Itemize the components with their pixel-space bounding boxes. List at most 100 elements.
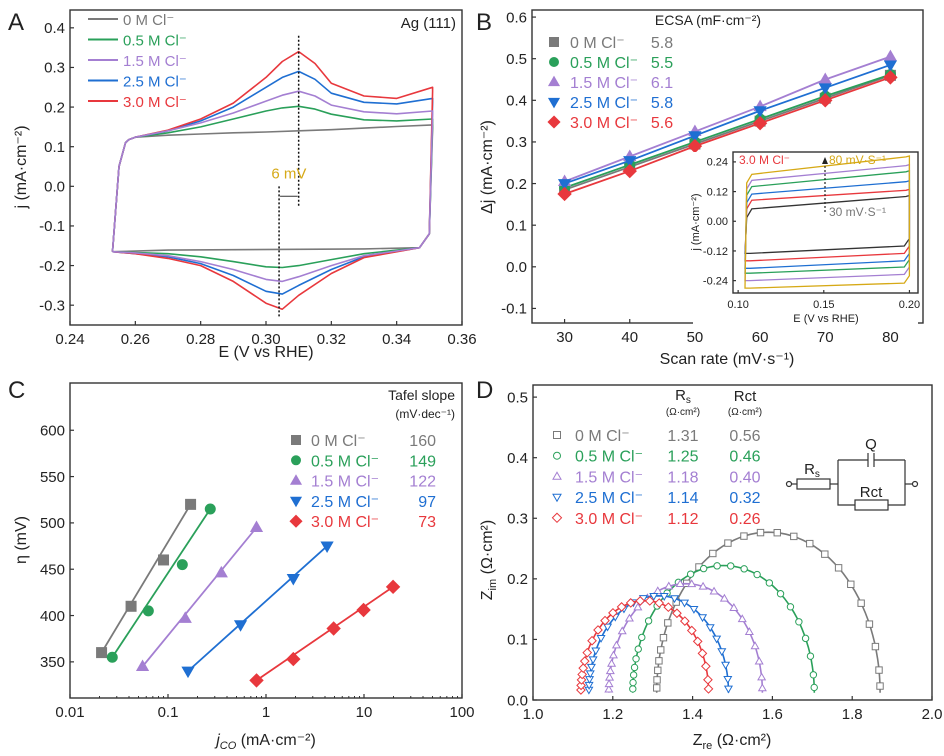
- data-point: [233, 620, 248, 632]
- panel-letter: B: [476, 9, 492, 36]
- data-point: [600, 615, 610, 626]
- y-tick-label: 0.0: [44, 179, 65, 196]
- data-point: [326, 621, 341, 636]
- legend-label: 0.5 M Cl⁻: [123, 33, 187, 50]
- data-point: [659, 593, 669, 601]
- x-tick-label: 0.32: [317, 331, 346, 348]
- data-point: [697, 648, 708, 659]
- data-point: [286, 573, 300, 586]
- rct-column-header: Rct: [734, 388, 757, 405]
- legend-label: 1.5 M Cl⁻: [311, 474, 379, 491]
- data-point: [686, 570, 695, 578]
- inset-title: 3.0 M Cl⁻: [739, 153, 790, 167]
- legend-marker: [289, 474, 303, 485]
- data-point: [604, 684, 614, 693]
- data-point: [607, 658, 617, 667]
- data-point: [776, 590, 785, 598]
- y-tick-label: 0.00: [707, 216, 728, 228]
- data-point: [834, 564, 843, 572]
- data-point: [689, 606, 699, 614]
- x-tick-label: 0.26: [121, 331, 150, 348]
- nyquist-fit-3: [588, 594, 730, 693]
- data-point: [623, 156, 637, 168]
- circuit-q-label: Q: [865, 436, 877, 453]
- cv-curve-2: [111, 90, 434, 283]
- data-point: [687, 579, 697, 588]
- x-tick-label: 2.0: [922, 706, 943, 723]
- legend-ecsa-value: 5.5: [651, 55, 673, 72]
- panel-letter: A: [8, 9, 24, 36]
- data-point: [249, 673, 264, 688]
- data-point: [729, 603, 739, 611]
- legend-rs-value: 1.12: [667, 511, 698, 528]
- legend-label: 2.5 M Cl⁻: [123, 74, 187, 91]
- plot-frame: [69, 382, 463, 699]
- legend-label: 1.5 M Cl⁻: [570, 75, 638, 92]
- inset-bottom-rate-label: 30 mV·S⁻¹: [829, 205, 886, 219]
- data-point: [635, 596, 646, 606]
- rs-header-subscript: s: [686, 395, 691, 406]
- plot-frame: [732, 151, 919, 294]
- circuit-rs-subscript: s: [815, 469, 820, 480]
- data-point: [142, 605, 154, 617]
- data-point: [727, 562, 735, 570]
- data-point: [286, 651, 301, 667]
- data-point: [703, 674, 713, 685]
- data-point: [617, 626, 627, 635]
- nyquist-fit-2: [608, 582, 764, 693]
- y-tick-label: 0.3: [506, 134, 527, 151]
- legend-label: 1.5 M Cl⁻: [123, 53, 187, 70]
- data-point: [744, 627, 754, 635]
- legend-label: 2.5 M Cl⁻: [570, 95, 638, 112]
- data-point: [596, 634, 606, 643]
- legend-marker: [549, 57, 559, 67]
- data-point: [608, 607, 618, 618]
- circuit-rct-label: Rct: [860, 484, 883, 501]
- wire: [888, 460, 906, 506]
- y-tick-label: 0.4: [44, 20, 65, 37]
- data-point: [644, 617, 653, 625]
- data-point: [320, 541, 334, 554]
- data-point: [753, 570, 761, 579]
- data-point: [625, 598, 636, 608]
- fit-line-1: [564, 73, 891, 189]
- y-tick-label: 0.4: [507, 450, 528, 467]
- data-point: [629, 678, 637, 687]
- x-label-units: (Ω·cm²): [712, 732, 771, 749]
- data-point: [663, 602, 674, 613]
- data-point: [698, 614, 708, 623]
- data-point: [883, 49, 898, 62]
- x-tick-label: 0.24: [55, 331, 84, 348]
- data-point: [883, 70, 898, 85]
- data-point: [801, 634, 810, 643]
- x-tick-label: 50: [687, 329, 704, 346]
- data-point: [135, 659, 150, 671]
- legend-marker: [552, 471, 562, 480]
- data-point: [712, 635, 722, 644]
- data-point: [713, 562, 721, 570]
- y-tick-label: 0.0: [506, 259, 527, 276]
- data-point: [721, 661, 731, 670]
- data-point: [655, 657, 663, 665]
- legend-label: 1.5 M Cl⁻: [575, 469, 643, 486]
- legend-marker: [553, 431, 561, 439]
- legend-ecsa-value: 5.6: [651, 115, 673, 132]
- legend-marker: [549, 37, 559, 47]
- x-tick-label: 1.4: [682, 706, 703, 723]
- x-tick-label: 1: [262, 704, 270, 721]
- data-point: [809, 671, 818, 679]
- data-point: [883, 60, 898, 72]
- legend-label: 3.0 M Cl⁻: [575, 511, 643, 528]
- legend-rct-value: 0.46: [729, 449, 760, 466]
- data-point: [688, 131, 702, 143]
- data-point: [181, 666, 195, 679]
- data-point: [765, 579, 774, 587]
- fit-line-3: [564, 64, 891, 185]
- legend-marker: [289, 514, 303, 528]
- data-point: [753, 106, 767, 118]
- x-axis-label: jCO (mA·cm⁻²): [214, 732, 316, 752]
- x-label-main: Z: [693, 732, 703, 749]
- x-tick-label: 30: [556, 329, 573, 346]
- y-tick-label: 350: [40, 654, 65, 671]
